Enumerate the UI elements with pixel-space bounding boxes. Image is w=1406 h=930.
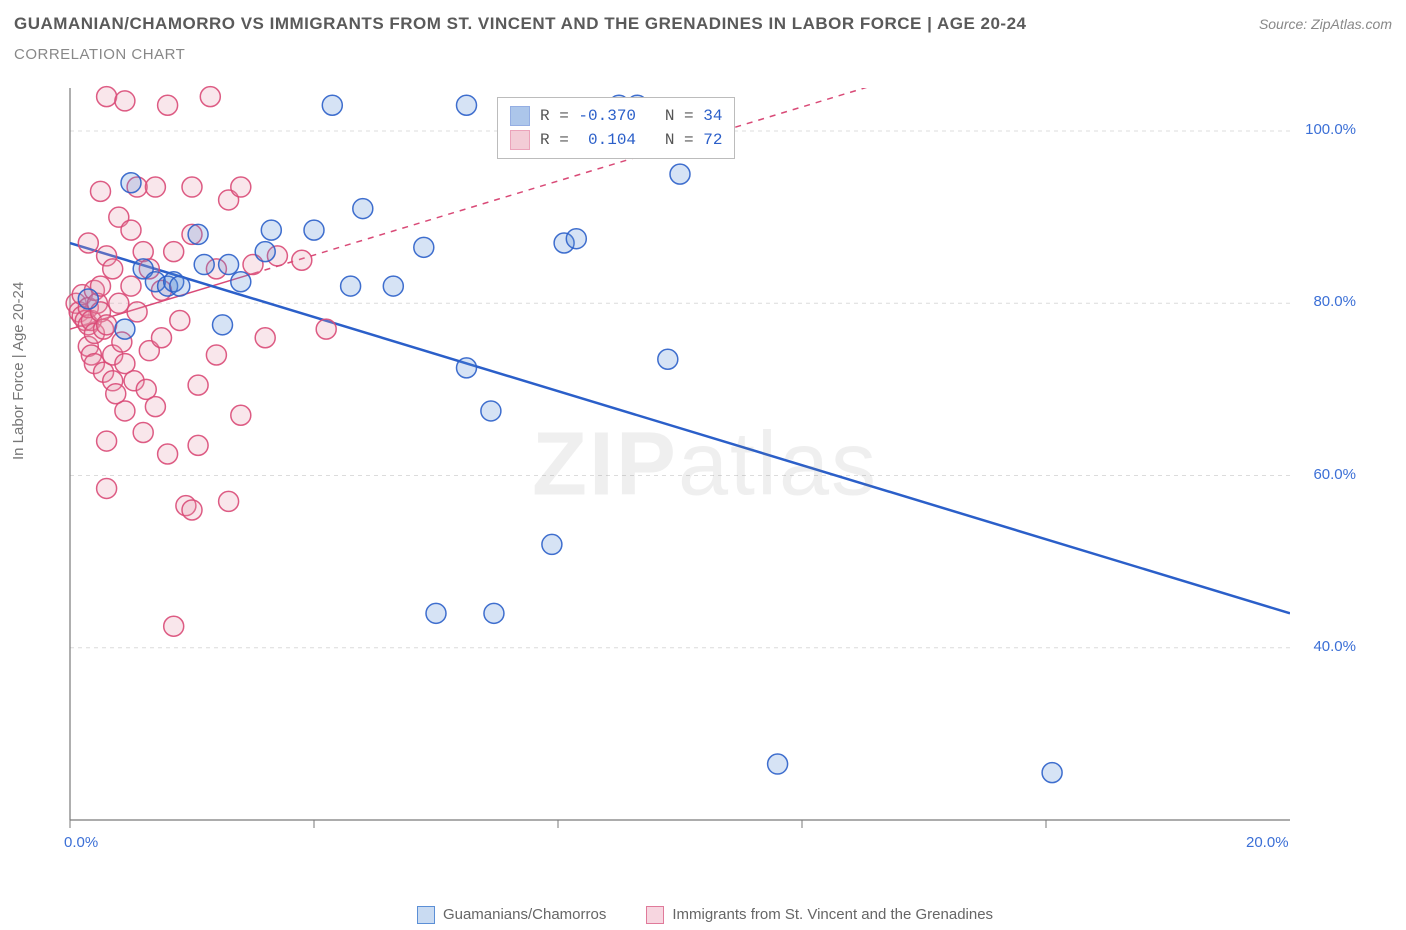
- legend-swatch: [510, 130, 530, 150]
- scatter-plot: [50, 80, 1360, 850]
- y-axis-label: In Labor Force | Age 20-24: [10, 282, 27, 460]
- stats-legend: R = -0.370 N = 34R = 0.104 N = 72: [497, 97, 735, 159]
- legend-label: Immigrants from St. Vincent and the Gren…: [672, 906, 993, 923]
- chart-subtitle: CORRELATION CHART: [14, 46, 185, 63]
- legend-swatch: [646, 906, 664, 924]
- y-tick-label: 80.0%: [1313, 293, 1356, 310]
- x-tick-label: 0.0%: [64, 834, 98, 851]
- chart-area: ZIPatlas R = -0.370 N = 34R = 0.104 N = …: [50, 80, 1360, 850]
- x-tick-label: 20.0%: [1246, 834, 1289, 851]
- legend-swatch: [510, 106, 530, 126]
- y-tick-label: 100.0%: [1305, 121, 1356, 138]
- legend-swatch: [417, 906, 435, 924]
- legend-label: Guamanians/Chamorros: [443, 906, 606, 923]
- stats-legend-row: R = 0.104 N = 72: [510, 128, 722, 152]
- legend-item: Immigrants from St. Vincent and the Gren…: [646, 906, 993, 924]
- stats-legend-row: R = -0.370 N = 34: [510, 104, 722, 128]
- source-credit: Source: ZipAtlas.com: [1259, 16, 1392, 32]
- y-tick-label: 60.0%: [1313, 466, 1356, 483]
- bottom-legend: Guamanians/Chamorros Immigrants from St. …: [50, 906, 1360, 924]
- y-tick-label: 40.0%: [1313, 638, 1356, 655]
- chart-title: GUAMANIAN/CHAMORRO VS IMMIGRANTS FROM ST…: [14, 14, 1026, 34]
- legend-item: Guamanians/Chamorros: [417, 906, 606, 924]
